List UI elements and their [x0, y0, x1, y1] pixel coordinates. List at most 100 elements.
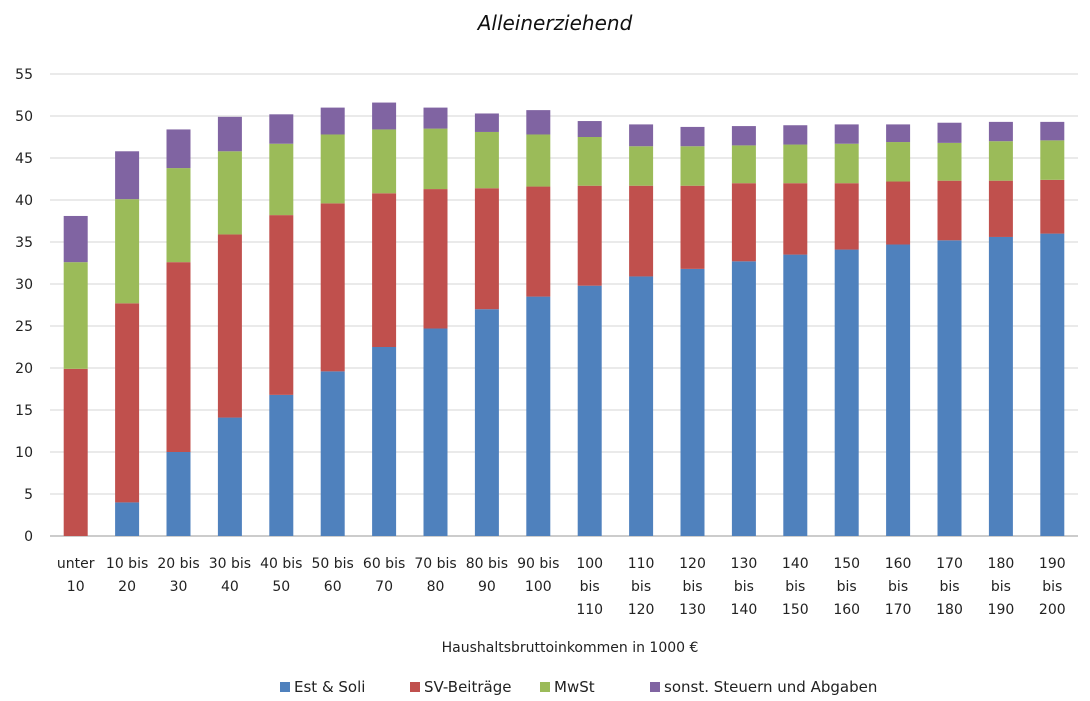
- x-tick-label: 100: [525, 579, 552, 595]
- bar-segment-3: [474, 131, 499, 189]
- bar-segment-2: [783, 183, 808, 255]
- bar-segment-3: [886, 142, 911, 182]
- bar-segment-1: [526, 296, 551, 536]
- chart-title: Alleinerziehend: [476, 11, 633, 35]
- bar-segment-1: [372, 347, 397, 536]
- x-tick-label: 160: [885, 556, 912, 572]
- bar-segment-3: [1040, 140, 1065, 180]
- bar-segment-2: [166, 262, 191, 452]
- x-tick-label: 200: [1039, 602, 1066, 618]
- x-axis-label: Haushaltsbruttoinkommen in 1000 €: [442, 640, 699, 656]
- bar-segment-3: [526, 134, 551, 187]
- bar-segment-3: [680, 146, 705, 186]
- bar-segment-2: [988, 180, 1013, 237]
- bar-segment-4: [217, 116, 242, 152]
- x-tick-label: 90: [478, 579, 496, 595]
- bar-segment-4: [731, 126, 756, 146]
- x-tick-label: 80 bis: [466, 556, 508, 572]
- bar-segment-2: [731, 183, 756, 262]
- bar-segment-1: [937, 240, 962, 536]
- bar-segment-4: [423, 107, 448, 129]
- x-tick-label: bis: [734, 579, 754, 595]
- bar-segment-1: [217, 417, 242, 536]
- x-tick-label: 40: [221, 579, 239, 595]
- bar-segment-4: [680, 126, 705, 147]
- x-tick-label: 190: [988, 602, 1015, 618]
- bars: [63, 102, 1065, 536]
- bar-segment-3: [783, 144, 808, 184]
- bar-segment-1: [320, 371, 345, 536]
- legend: Est & Soli SV-Beiträge MwSt sonst. Steuern …: [280, 678, 877, 696]
- x-tick-label: 120: [628, 602, 655, 618]
- bar-segment-3: [731, 145, 756, 184]
- x-tick-label: 170: [936, 556, 963, 572]
- bar-segment-1: [629, 276, 654, 536]
- bar-segment-3: [63, 262, 88, 369]
- x-tick-label: 80: [427, 579, 445, 595]
- bar-segment-3: [217, 151, 242, 235]
- x-tick-label: bis: [939, 579, 959, 595]
- x-tick-label: 30 bis: [209, 556, 251, 572]
- bar-segment-4: [886, 124, 911, 143]
- y-tick-label: 0: [24, 529, 33, 545]
- legend-swatch: [280, 682, 290, 692]
- x-tick-label: unter: [57, 556, 95, 572]
- bar-segment-3: [988, 141, 1013, 181]
- gridlines: [50, 73, 1078, 537]
- bar-segment-4: [526, 110, 551, 135]
- x-tick-label: 110: [576, 602, 603, 618]
- bar-segment-1: [834, 249, 859, 536]
- bar-segment-4: [629, 124, 654, 147]
- x-tick-label: 70 bis: [414, 556, 456, 572]
- bar-segment-1: [166, 452, 191, 536]
- bar-segment-1: [731, 261, 756, 536]
- x-tick-label: 160: [833, 602, 860, 618]
- legend-label: SV-Beiträge: [424, 678, 511, 696]
- x-tick-label: 40 bis: [260, 556, 302, 572]
- x-tick-label: 120: [679, 556, 706, 572]
- y-tick-label: 45: [15, 151, 33, 167]
- bar-segment-3: [372, 129, 397, 194]
- bar-segment-3: [834, 143, 859, 184]
- bar-segment-2: [372, 193, 397, 347]
- bar-segment-4: [937, 122, 962, 143]
- x-tick-label: bis: [580, 579, 600, 595]
- legend-label: Est & Soli: [294, 678, 365, 696]
- bar-segment-4: [63, 215, 88, 263]
- bar-segment-2: [937, 180, 962, 241]
- bar-segment-2: [629, 185, 654, 277]
- y-tick-label: 10: [15, 445, 33, 461]
- bar-segment-4: [783, 125, 808, 145]
- y-tick-label: 30: [15, 277, 33, 293]
- legend-label: MwSt: [554, 678, 595, 696]
- bar-segment-1: [783, 254, 808, 536]
- legend-swatch: [410, 682, 420, 692]
- bar-segment-2: [320, 203, 345, 372]
- x-tick-label: 70: [375, 579, 393, 595]
- bar-segment-4: [372, 102, 397, 130]
- bar-segment-4: [320, 107, 345, 135]
- legend-label: sonst. Steuern und Abgaben: [664, 678, 877, 696]
- x-tick-label: 100: [576, 556, 603, 572]
- x-tick-label: 90 bis: [517, 556, 559, 572]
- x-tick-label: 10 bis: [106, 556, 148, 572]
- x-tick-label: bis: [682, 579, 702, 595]
- bar-segment-2: [834, 183, 859, 250]
- y-tick-label: 55: [15, 67, 33, 83]
- x-tick-label: 10: [67, 579, 85, 595]
- bar-segment-3: [166, 168, 191, 263]
- bar-segment-2: [217, 234, 242, 418]
- bar-segment-1: [577, 285, 602, 536]
- x-tick-label: 50: [272, 579, 290, 595]
- x-tick-label: 20 bis: [157, 556, 199, 572]
- x-tick-label: bis: [888, 579, 908, 595]
- x-tick-label: 170: [885, 602, 912, 618]
- bar-segment-4: [1040, 121, 1065, 141]
- bar-segment-2: [886, 181, 911, 245]
- x-tick-label: 180: [988, 556, 1015, 572]
- bar-segment-4: [115, 151, 140, 200]
- bar-segment-4: [474, 113, 499, 132]
- bar-segment-1: [269, 394, 294, 536]
- bar-segment-2: [474, 188, 499, 310]
- bar-segment-2: [63, 368, 88, 536]
